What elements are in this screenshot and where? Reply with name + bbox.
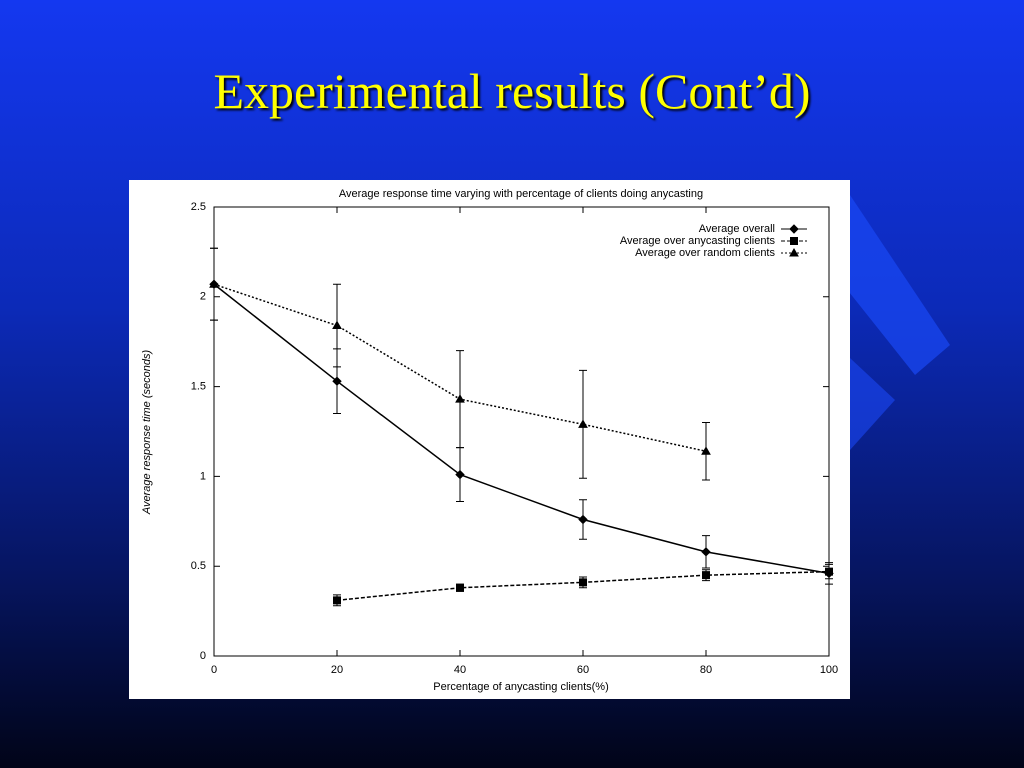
- point: [456, 583, 464, 592]
- y-tick-label: 1.5: [191, 381, 206, 393]
- point: [702, 571, 710, 580]
- x-tick-label: 100: [820, 664, 838, 676]
- x-tick-label: 80: [700, 664, 712, 676]
- point: [455, 469, 465, 480]
- y-tick-label: 2.5: [191, 201, 206, 213]
- legend-marker: [790, 237, 798, 245]
- point: [578, 514, 588, 525]
- x-tick-label: 20: [331, 664, 343, 676]
- chart: Average response time varying with perce…: [129, 180, 850, 699]
- y-tick-label: 2: [200, 291, 206, 303]
- x-tick-label: 60: [577, 664, 589, 676]
- legend-label: Average over random clients: [635, 247, 775, 259]
- point: [332, 320, 342, 330]
- point: [701, 446, 711, 455]
- chart-title: Average response time varying with perce…: [339, 188, 703, 200]
- point: [579, 578, 587, 587]
- x-axis-label: Percentage of anycasting clients(%): [433, 681, 608, 693]
- point: [209, 279, 219, 288]
- point: [332, 376, 342, 386]
- legend-label: Average over anycasting clients: [620, 235, 776, 247]
- y-tick-label: 0.5: [191, 560, 206, 572]
- plot-frame: [213, 206, 830, 657]
- point: [333, 596, 341, 605]
- point: [701, 547, 711, 557]
- point: [578, 419, 588, 428]
- legend-marker: [789, 247, 799, 257]
- legend-label: Average overall: [699, 223, 775, 235]
- y-tick-label: 0: [200, 650, 206, 662]
- series-line: [213, 283, 830, 575]
- slide-title: Experimental results (Cont’d): [213, 63, 811, 119]
- point: [825, 567, 833, 576]
- point: [455, 394, 465, 403]
- x-tick-label: 40: [454, 664, 466, 676]
- y-axis-label: Average response time (seconds): [141, 350, 153, 516]
- x-tick-label: 0: [211, 664, 217, 676]
- legend-marker: [789, 224, 799, 234]
- chart-background: [129, 180, 850, 699]
- y-tick-label: 1: [200, 470, 206, 482]
